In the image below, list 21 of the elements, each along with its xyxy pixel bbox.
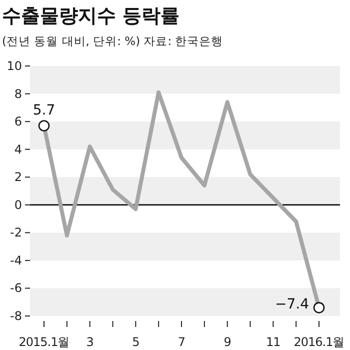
x-tick-label: 9 xyxy=(224,335,231,349)
y-tick-label: -2 xyxy=(10,226,22,240)
x-tick-label: 2015.1월 xyxy=(18,335,70,349)
y-tick-label: 10 xyxy=(6,59,22,73)
y-tick-label: 4 xyxy=(14,142,22,156)
y-tick-label: 6 xyxy=(14,114,22,129)
y-tick-label: -6 xyxy=(10,281,22,296)
chart-subtitle: (전년 동월 대비, 단위: %) 자료: 한국은행 xyxy=(2,34,224,48)
x-tick-label: 7 xyxy=(178,335,186,349)
y-tick-label: 2 xyxy=(14,170,22,184)
data-label: 5.7 xyxy=(32,102,56,119)
x-tick-label: 2016.1월 xyxy=(294,335,344,349)
data-label: −7.4 xyxy=(275,296,310,313)
y-tick-label: -8 xyxy=(10,309,22,323)
y-tick-label: 0 xyxy=(14,198,22,212)
x-tick-label: 5 xyxy=(132,335,140,349)
y-tick-label: 8 xyxy=(14,86,22,101)
x-tick-label: 11 xyxy=(266,335,280,349)
chart-title: 수출물량지수 등락률 xyxy=(2,5,180,27)
x-tick-label: 3 xyxy=(86,335,94,349)
y-tick-label: -4 xyxy=(10,253,22,268)
